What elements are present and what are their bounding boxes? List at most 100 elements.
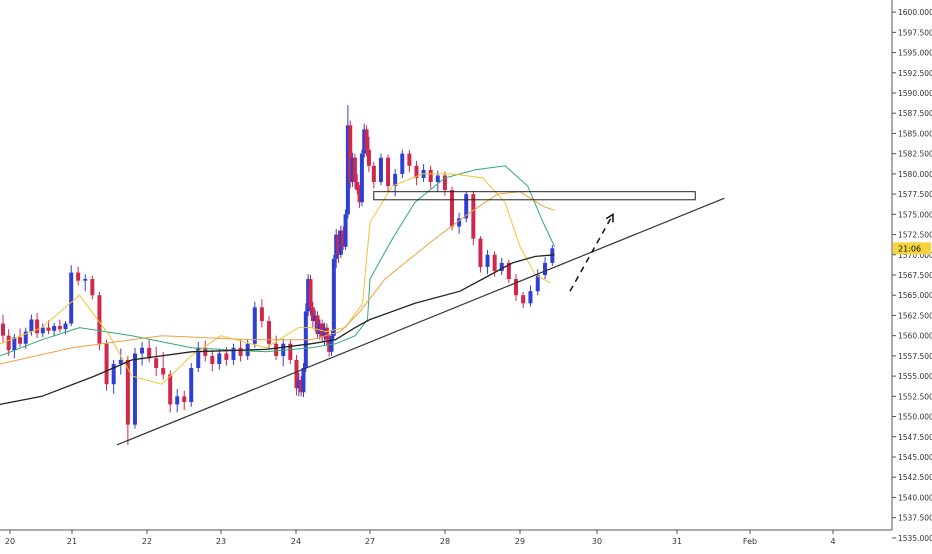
candle-down: [6, 335, 11, 351]
y-tick-label: 1597.500: [898, 28, 932, 37]
candle-up: [362, 129, 367, 154]
candle-down: [147, 347, 152, 359]
candle-down: [46, 327, 51, 331]
candle-up: [140, 347, 145, 354]
candle-down: [366, 149, 371, 166]
candle-down: [315, 315, 320, 335]
candle-up: [252, 307, 257, 344]
y-tick-label: 1595.000: [898, 49, 932, 58]
candle-up: [499, 262, 504, 271]
x-tick-label: 28: [440, 537, 450, 546]
ascending-trendline[interactable]: [116, 197, 725, 446]
candle-down: [210, 355, 215, 364]
candle-down: [324, 327, 329, 340]
candle-down: [104, 343, 109, 385]
y-tick-label: 1575.000: [898, 210, 932, 219]
x-tick-label: Feb: [743, 537, 757, 546]
candle-up: [306, 279, 311, 312]
candle-up: [359, 153, 364, 203]
candle-up: [132, 353, 137, 425]
candle-down: [428, 169, 433, 182]
candle-down: [521, 295, 526, 304]
candle-down: [364, 129, 369, 150]
y-tick-label: 1547.500: [898, 433, 932, 442]
candle-up: [343, 214, 348, 247]
candle-down: [267, 321, 272, 344]
x-tick-label: 29: [515, 537, 525, 546]
projection-arrow-line[interactable]: [569, 213, 614, 292]
candle-down: [18, 337, 23, 344]
annotations-layer: [116, 191, 725, 446]
candle-up: [322, 327, 327, 338]
y-tick-label: 1540.000: [898, 493, 932, 502]
candle-up: [435, 175, 440, 182]
candle-up: [69, 272, 74, 324]
candle-up: [175, 396, 180, 405]
candle-up: [111, 363, 116, 385]
candle-down: [288, 343, 293, 360]
candle-down: [224, 353, 229, 360]
candle-down: [336, 234, 341, 255]
y-tick-label: 1542.500: [898, 473, 932, 482]
candle-up: [301, 368, 306, 393]
candle-up: [393, 173, 398, 187]
candle-down: [57, 325, 62, 330]
candle-down: [407, 153, 412, 166]
x-tick-label: 24: [291, 537, 301, 546]
projection-arrow-head: [605, 212, 614, 223]
candle-down: [371, 165, 376, 182]
candle-down: [492, 254, 497, 271]
candle-up: [543, 262, 548, 275]
candle-down: [168, 374, 173, 405]
x-tick-label: 27: [365, 537, 375, 546]
candle-up: [196, 347, 201, 369]
candle-up: [231, 347, 236, 360]
y-tick-label: 1555.000: [898, 372, 932, 381]
y-tick-label: 1580.000: [898, 170, 932, 179]
y-tick-label: 1572.500: [898, 231, 932, 240]
candle-down: [97, 295, 102, 344]
x-tick-label: 4: [830, 537, 835, 546]
candle-down: [414, 165, 419, 178]
y-tick-label: 1565.000: [898, 291, 932, 300]
candle-up: [378, 157, 383, 182]
candle-down: [442, 175, 447, 191]
candle-up: [329, 335, 334, 352]
candle-down: [154, 358, 159, 369]
x-tick-label: 22: [142, 537, 152, 546]
candle-up: [331, 258, 336, 336]
price-axis-panel[interactable]: [893, 0, 932, 550]
y-tick-label: 1570.000: [898, 251, 932, 260]
candle-down: [259, 307, 264, 322]
candle-up: [217, 353, 222, 364]
candle-down: [90, 279, 95, 296]
candle-down: [327, 339, 332, 352]
candle-down: [274, 343, 279, 356]
candle-up: [400, 153, 405, 174]
y-tick-label: 1582.500: [898, 150, 932, 159]
candle-down: [506, 262, 511, 280]
candle-up: [29, 319, 34, 332]
candles-layer: [1, 105, 555, 445]
candle-down: [386, 157, 391, 187]
candle-down: [348, 125, 353, 182]
y-tick-label: 1545.000: [898, 453, 932, 462]
candle-up: [40, 327, 45, 334]
candle-up: [334, 234, 339, 259]
x-tick-label: 20: [5, 537, 15, 546]
candle-down: [513, 279, 518, 296]
resistance-zone-box[interactable]: [373, 191, 696, 201]
x-tick-label: 21: [67, 537, 77, 546]
candle-up: [528, 291, 533, 304]
y-tick-label: 1577.500: [898, 190, 932, 199]
current-price-tag: [893, 242, 931, 255]
candle-up: [313, 315, 318, 322]
candle-down: [125, 359, 130, 425]
candle-down: [357, 190, 362, 203]
y-tick-label: 1587.500: [898, 109, 932, 118]
candle-up: [63, 323, 68, 330]
candle-down: [161, 368, 166, 375]
